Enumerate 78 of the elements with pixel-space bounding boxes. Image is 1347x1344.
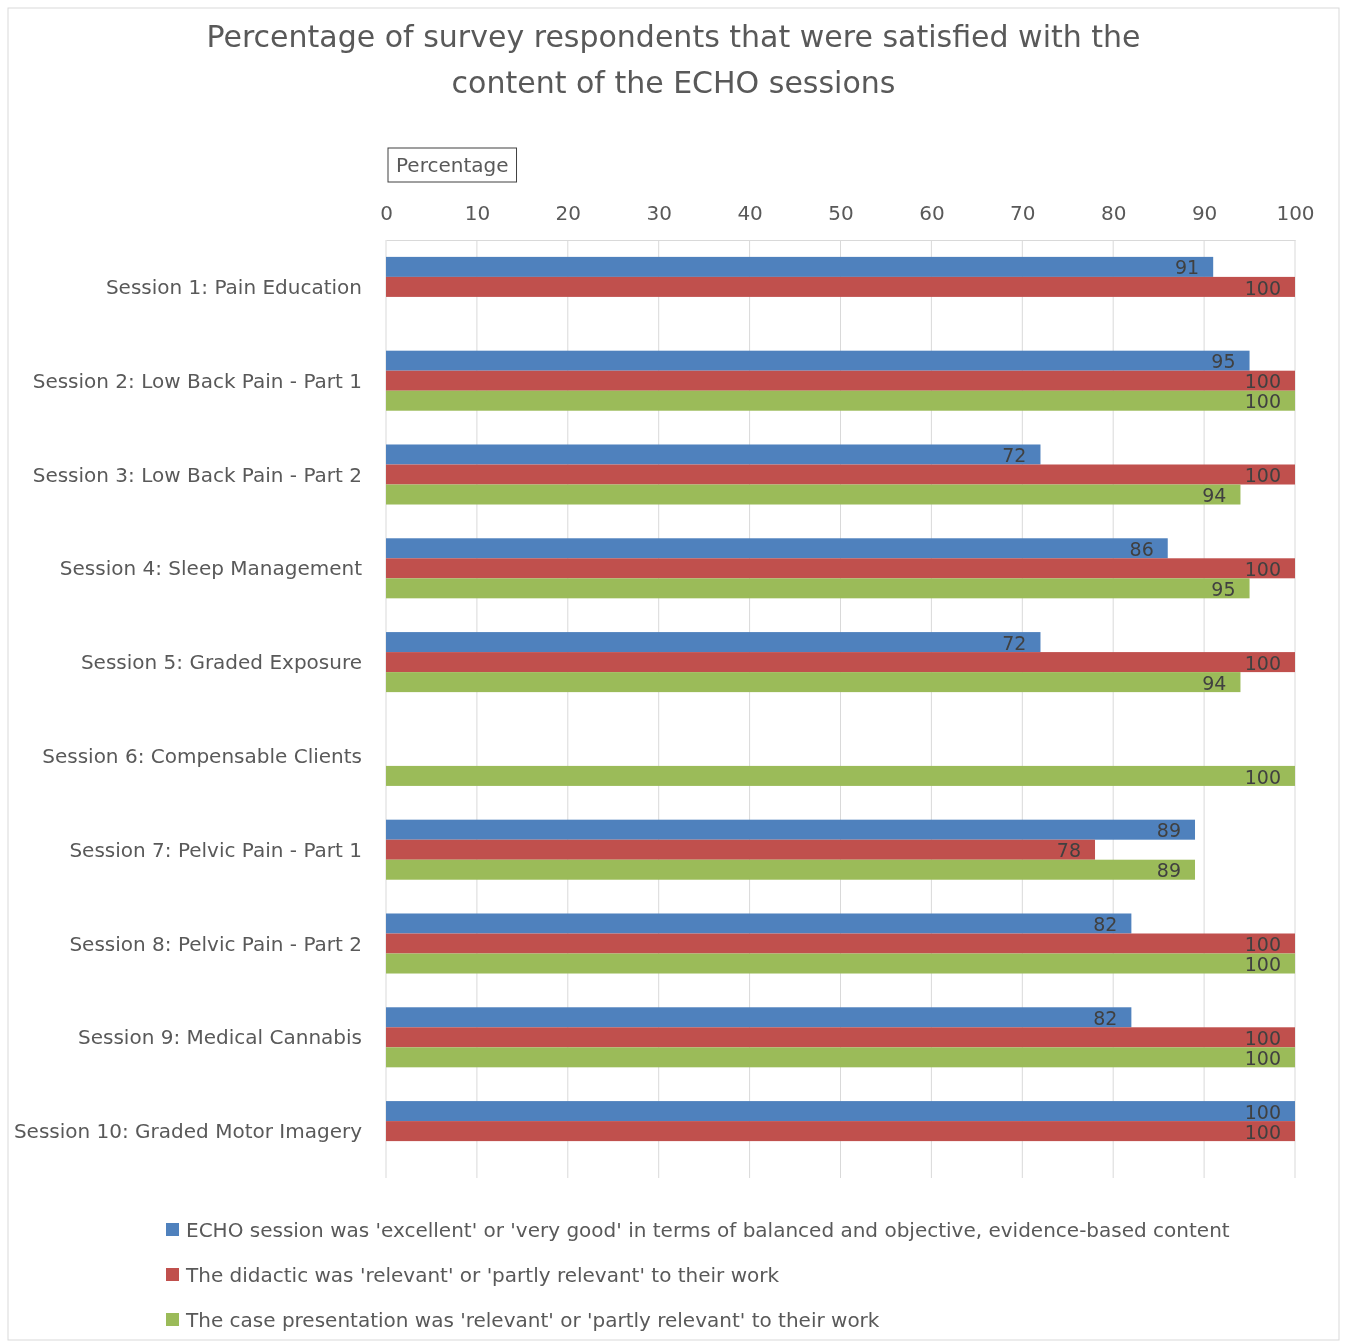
x-tick-label: 50 <box>828 201 854 225</box>
data-label: 95 <box>1211 350 1236 373</box>
bar <box>386 839 1096 860</box>
data-label: 100 <box>1244 557 1281 580</box>
data-label: 100 <box>1244 1100 1281 1123</box>
bar <box>386 578 1250 599</box>
x-tick-label: 0 <box>380 201 393 225</box>
bar <box>386 1007 1132 1028</box>
data-label: 86 <box>1129 537 1154 560</box>
y-tick-label: Session 5: Graded Exposure <box>80 650 362 675</box>
bar <box>386 444 1041 465</box>
data-label: 100 <box>1244 1120 1281 1143</box>
bar <box>386 276 1295 297</box>
bar <box>386 390 1295 411</box>
data-label: 100 <box>1244 933 1281 956</box>
data-label: 100 <box>1244 1026 1281 1049</box>
legend-label: ECHO session was 'excellent' or 'very good' in terms of balanced and objective, evidence-based content <box>186 1218 1230 1242</box>
x-tick-label: 30 <box>646 201 672 225</box>
x-tick-label: 20 <box>555 201 582 225</box>
bar <box>386 484 1241 505</box>
bar <box>386 933 1295 954</box>
data-label: 89 <box>1156 819 1182 842</box>
data-label: 72 <box>1002 444 1027 467</box>
x-tick-label: 60 <box>919 201 945 225</box>
bar <box>386 672 1241 693</box>
data-label: 89 <box>1156 859 1182 882</box>
data-label: 82 <box>1093 1006 1118 1029</box>
data-label: 100 <box>1244 276 1281 299</box>
y-tick-label: Session 10: Graded Motor Imagery <box>13 1119 363 1144</box>
bar <box>386 1101 1295 1122</box>
bar <box>386 859 1196 880</box>
y-tick-label: Session 9: Medical Cannabis <box>78 1025 362 1050</box>
data-label: 95 <box>1211 577 1236 600</box>
x-tick-label: 40 <box>737 201 763 225</box>
y-tick-label: Session 4: Sleep Management <box>59 556 363 581</box>
data-label: 72 <box>1002 631 1027 654</box>
y-tick-label: Session 7: Pelvic Pain - Part 1 <box>69 837 362 862</box>
data-label: 100 <box>1244 370 1281 393</box>
bar <box>386 632 1041 653</box>
bar <box>386 256 1214 277</box>
x-tick-label: 90 <box>1191 201 1218 225</box>
x-tick-label: 100 <box>1276 201 1315 225</box>
x-axis-title: Percentage <box>396 153 509 177</box>
bar <box>386 370 1295 391</box>
data-label: 100 <box>1244 651 1281 674</box>
bar <box>386 953 1295 974</box>
bar <box>386 1027 1295 1048</box>
bar <box>386 819 1196 840</box>
bar <box>386 558 1295 579</box>
chart-title: Percentage of survey respondents that were satisfied with the content of the ECHO sessions <box>206 19 1141 100</box>
bar <box>386 913 1132 934</box>
data-label: 100 <box>1244 390 1281 413</box>
bar <box>386 765 1295 786</box>
legend-label: The didactic was 'relevant' or 'partly relevant' to their work <box>185 1263 780 1287</box>
x-tick-label: 10 <box>464 201 491 225</box>
x-tick-label: 70 <box>1010 201 1036 225</box>
data-label: 91 <box>1175 256 1200 279</box>
bar <box>386 1047 1295 1068</box>
data-label: 100 <box>1244 953 1281 976</box>
bar <box>386 464 1295 485</box>
y-tick-label: Session 3: Low Back Pain - Part 2 <box>32 462 362 487</box>
data-label: 78 <box>1056 839 1082 862</box>
data-label: 100 <box>1244 464 1281 487</box>
bar <box>386 350 1250 371</box>
data-label: 100 <box>1244 1046 1281 1069</box>
legend-label: The case presentation was 'relevant' or 'partly relevant' to their work <box>185 1308 880 1332</box>
data-label: 82 <box>1093 913 1118 936</box>
y-tick-label: Session 1: Pain Education <box>105 274 362 299</box>
bar <box>386 1121 1295 1142</box>
y-tick-label: Session 2: Low Back Pain - Part 1 <box>32 368 362 393</box>
bar <box>386 538 1168 559</box>
y-tick-label: Session 6: Compensable Clients <box>42 743 362 768</box>
data-label: 94 <box>1202 484 1227 507</box>
x-tick-label: 80 <box>1100 201 1127 225</box>
data-label: 94 <box>1202 671 1227 694</box>
bar <box>386 652 1295 673</box>
y-tick-label: Session 8: Pelvic Pain - Part 2 <box>69 931 362 956</box>
data-label: 100 <box>1244 765 1281 788</box>
